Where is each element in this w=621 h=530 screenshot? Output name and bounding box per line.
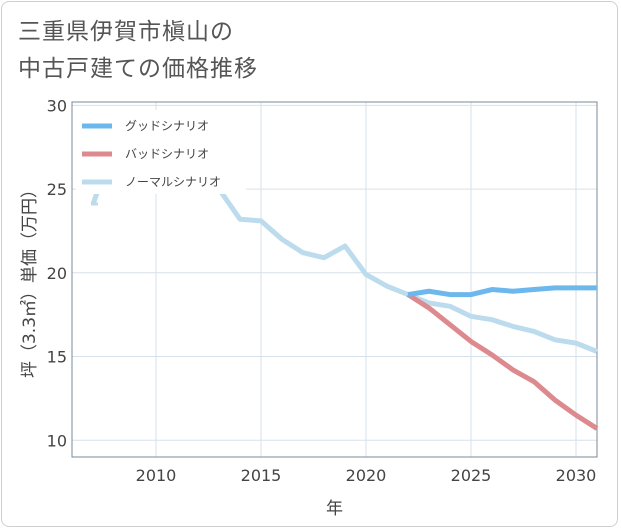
y-tick-label: 25 <box>47 180 67 199</box>
chart-title-line-1: 三重県伊賀市槇山の <box>18 19 234 45</box>
chart-title: 三重県伊賀市槇山の 中古戸建ての価格推移 <box>18 14 258 88</box>
legend-label: バッドシナリオ <box>125 147 209 161</box>
x-tick-label: 2030 <box>556 466 597 485</box>
legend-label: グッドシナリオ <box>125 119 209 133</box>
y-tick-label: 10 <box>47 431 67 450</box>
x-tick-label: 2010 <box>136 466 177 485</box>
series-line-1 <box>406 292 599 431</box>
y-axis-ticks: 10 15 20 25 30 <box>47 96 67 450</box>
x-axis-ticks: 2010 2015 2020 2025 2030 <box>136 466 597 485</box>
series-line-0 <box>407 285 597 298</box>
legend-label: ノーマルシナリオ <box>125 175 221 189</box>
y-tick-label: 30 <box>47 96 67 115</box>
x-tick-label: 2025 <box>451 466 492 485</box>
plot-area <box>71 101 598 458</box>
x-tick-label: 2015 <box>241 466 282 485</box>
y-axis-title: 坪（3.3㎡）単価（万円） <box>20 181 40 378</box>
chart-title-line-2: 中古戸建ての価格推移 <box>18 56 258 82</box>
y-tick-label: 20 <box>47 264 67 283</box>
x-tick-label: 2020 <box>346 466 387 485</box>
x-axis-title: 年 <box>326 499 343 519</box>
y-tick-label: 15 <box>47 348 67 367</box>
grid-lines <box>72 102 597 457</box>
